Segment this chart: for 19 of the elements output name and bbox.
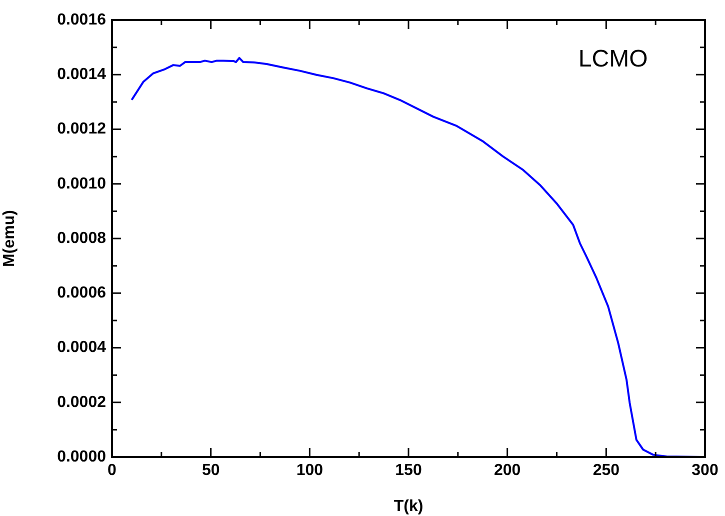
y-axis-title: M(emu) (1, 210, 18, 267)
x-tick-label: 0 (108, 462, 117, 480)
x-tick-label: 300 (692, 462, 718, 480)
y-tick-label: 0.0016 (57, 11, 106, 28)
y-tick-label: 0.0014 (57, 66, 106, 84)
y-tick-label: 0.0004 (57, 339, 106, 356)
y-tick-label: 0.0010 (57, 175, 106, 192)
x-tick-label: 100 (296, 462, 324, 480)
y-tick-label: 0.0002 (57, 394, 106, 411)
x-tick-label: 250 (592, 462, 620, 480)
x-tick-label: 150 (395, 462, 422, 480)
y-tick-label: 0.0012 (57, 120, 106, 138)
x-axis-title: T(k) (394, 498, 424, 515)
y-tick-label: 0.0006 (57, 284, 106, 302)
x-tick-label: 50 (202, 462, 220, 480)
y-tick-label: 0.0008 (57, 230, 106, 247)
y-tick-label: 0.0000 (57, 448, 106, 466)
annotation: LCMO (578, 46, 648, 73)
x-tick-label: 200 (494, 462, 521, 480)
